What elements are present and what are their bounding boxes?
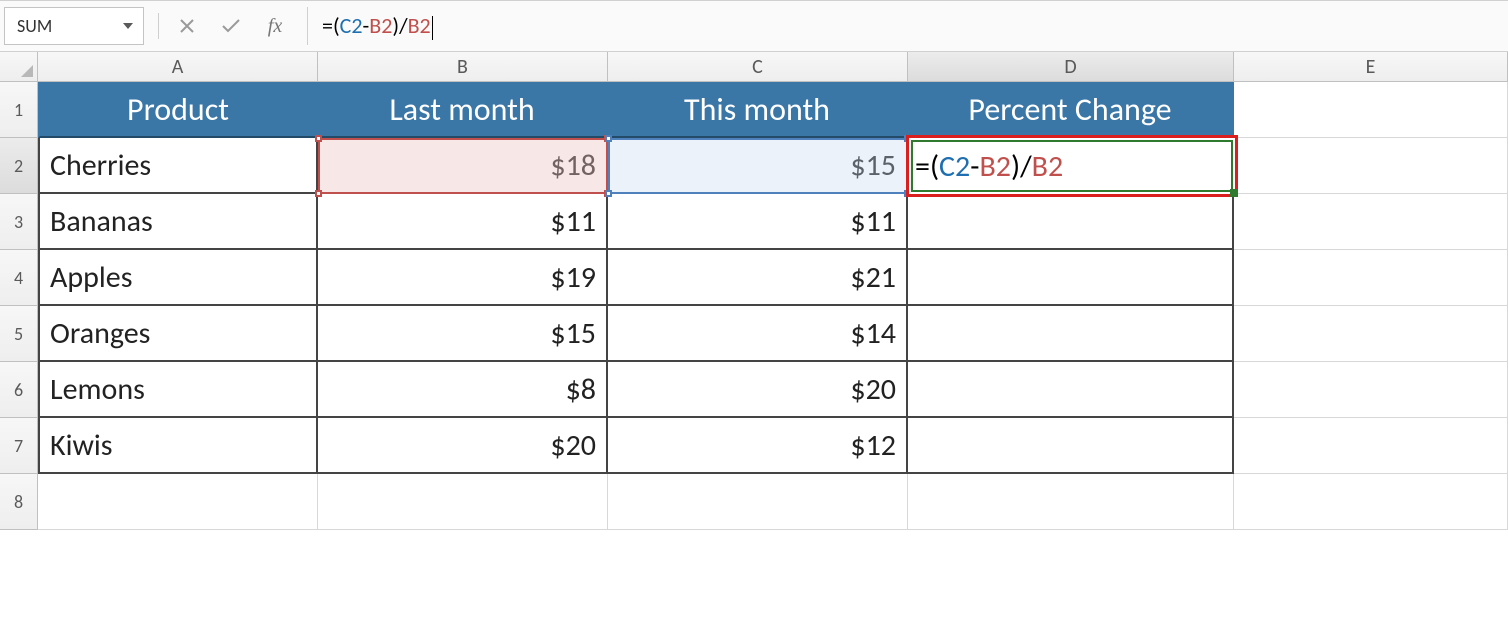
- row-header-2[interactable]: 2: [0, 138, 38, 194]
- cell-B1[interactable]: Last month: [318, 82, 608, 138]
- row-5: 5 Oranges $15 $14: [0, 306, 1508, 362]
- row-6: 6 Lemons $8 $20: [0, 362, 1508, 418]
- row-3: 3 Bananas $11 $11: [0, 194, 1508, 250]
- row-header-7[interactable]: 7: [0, 418, 38, 474]
- row-header-1[interactable]: 1: [0, 82, 38, 138]
- name-box-value: SUM: [17, 15, 52, 37]
- row-4: 4 Apples $19 $21: [0, 250, 1508, 306]
- cell-C8[interactable]: [608, 474, 908, 530]
- row-header-3[interactable]: 3: [0, 194, 38, 250]
- cell-A1[interactable]: Product: [38, 82, 318, 138]
- cell-D8[interactable]: [908, 474, 1234, 530]
- col-header-B[interactable]: B: [318, 52, 608, 82]
- row-1: 1 Product Last month This month Percent …: [0, 82, 1508, 138]
- cell-C1[interactable]: This month: [608, 82, 908, 138]
- col-header-A[interactable]: A: [38, 52, 318, 82]
- cell-E2[interactable]: [1234, 138, 1508, 194]
- cell-E8[interactable]: [1234, 474, 1508, 530]
- row-header-5[interactable]: 5: [0, 306, 38, 362]
- cell-C7[interactable]: $12: [608, 418, 908, 474]
- cell-D3[interactable]: [908, 194, 1234, 250]
- editing-cell-D2[interactable]: =(C2-B2)/B2: [906, 135, 1238, 197]
- cell-C6[interactable]: $20: [608, 362, 908, 418]
- cell-C5[interactable]: $14: [608, 306, 908, 362]
- cell-D6[interactable]: [908, 362, 1234, 418]
- fill-handle[interactable]: [1230, 189, 1238, 197]
- cell-D7[interactable]: [908, 418, 1234, 474]
- row-header-8[interactable]: 8: [0, 474, 38, 530]
- cell-B5[interactable]: $15: [318, 306, 608, 362]
- divider: [158, 13, 159, 39]
- column-headers: A B C D E: [0, 52, 1508, 82]
- col-header-E[interactable]: E: [1234, 52, 1508, 82]
- cell-B6[interactable]: $8: [318, 362, 608, 418]
- cell-D1[interactable]: Percent Change: [908, 82, 1234, 138]
- cell-A3[interactable]: Bananas: [38, 194, 318, 250]
- cell-A7[interactable]: Kiwis: [38, 418, 318, 474]
- cell-A2[interactable]: Cherries: [38, 138, 318, 194]
- name-box[interactable]: SUM: [4, 7, 144, 45]
- cell-D4[interactable]: [908, 250, 1234, 306]
- name-box-dropdown-icon[interactable]: [123, 23, 133, 29]
- cell-B8[interactable]: [318, 474, 608, 530]
- insert-function-button[interactable]: fx: [253, 7, 297, 45]
- cell-E6[interactable]: [1234, 362, 1508, 418]
- spreadsheet-grid: A B C D E 1 Product Last month This mont…: [0, 52, 1508, 530]
- cell-A4[interactable]: Apples: [38, 250, 318, 306]
- cell-A5[interactable]: Oranges: [38, 306, 318, 362]
- cell-E4[interactable]: [1234, 250, 1508, 306]
- row-7: 7 Kiwis $20 $12: [0, 418, 1508, 474]
- col-header-D[interactable]: D: [908, 52, 1234, 82]
- cell-B2[interactable]: $18: [318, 138, 608, 194]
- rows: 1 Product Last month This month Percent …: [0, 82, 1508, 530]
- formula-input[interactable]: =(C2-B2)/B2: [307, 7, 1504, 45]
- select-all-corner[interactable]: [0, 52, 38, 82]
- confirm-formula-button[interactable]: [209, 7, 253, 45]
- row-2: 2 Cherries $18 $15: [0, 138, 1508, 194]
- row-header-6[interactable]: 6: [0, 362, 38, 418]
- cell-E1[interactable]: [1234, 82, 1508, 138]
- col-header-C[interactable]: C: [608, 52, 908, 82]
- row-8: 8: [0, 474, 1508, 530]
- cell-A8[interactable]: [38, 474, 318, 530]
- cell-E5[interactable]: [1234, 306, 1508, 362]
- row-header-4[interactable]: 4: [0, 250, 38, 306]
- fx-icon: fx: [268, 15, 282, 38]
- formula-text: =(C2-B2)/B2: [322, 12, 433, 40]
- cell-E3[interactable]: [1234, 194, 1508, 250]
- cell-B4[interactable]: $19: [318, 250, 608, 306]
- cancel-formula-button[interactable]: [165, 7, 209, 45]
- cell-B7[interactable]: $20: [318, 418, 608, 474]
- cell-C2[interactable]: $15: [608, 138, 908, 194]
- formula-bar: SUM fx =(C2-B2)/B2: [0, 0, 1508, 52]
- cell-E7[interactable]: [1234, 418, 1508, 474]
- cell-C3[interactable]: $11: [608, 194, 908, 250]
- cell-A6[interactable]: Lemons: [38, 362, 318, 418]
- cell-D5[interactable]: [908, 306, 1234, 362]
- cell-C4[interactable]: $21: [608, 250, 908, 306]
- cell-B3[interactable]: $11: [318, 194, 608, 250]
